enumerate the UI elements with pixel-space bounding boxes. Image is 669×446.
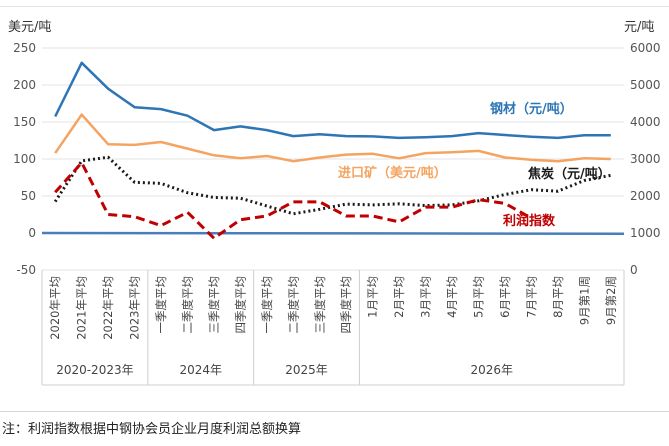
- right-tick-label: 4000: [630, 115, 661, 129]
- x-tick-label: 四季度平均: [339, 276, 353, 334]
- right-tick-label: 5000: [630, 78, 661, 92]
- footnote: 注：利润指数根据中钢协会员企业月度利润总额换算: [2, 422, 302, 437]
- x-tick-label: 一季度平均: [154, 276, 168, 334]
- zero-baseline: [41, 231, 625, 235]
- x-tick-label: 二季度平均: [181, 276, 195, 334]
- series-label-coke: 焦炭（元/吨）: [527, 166, 611, 182]
- left-axis-unit: 美元/吨: [8, 20, 52, 35]
- right-tick-label: 2000: [630, 189, 661, 203]
- series-line: [53, 155, 612, 216]
- x-tick-label: 2020年平均: [48, 276, 62, 340]
- x-tick-label: 6月平均: [498, 276, 512, 318]
- left-tick-label: 100: [13, 152, 36, 166]
- x-tick-label: 四季度平均: [233, 276, 247, 334]
- group-label: 2020-2023年: [56, 363, 133, 377]
- series-line: [54, 113, 611, 163]
- left-tick-label: 200: [13, 78, 36, 92]
- series-label-profit: 利润指数: [503, 213, 556, 229]
- x-tick-label: 5月平均: [472, 276, 486, 318]
- left-tick-label: 150: [13, 115, 36, 129]
- left-tick-label: 0: [28, 226, 36, 240]
- bottom-divider: [0, 411, 669, 412]
- right-tick-label: 3000: [630, 152, 661, 166]
- x-tick-label: 2022年平均: [101, 276, 115, 340]
- x-tick-label: 2023年平均: [128, 276, 142, 340]
- right-axis-unit: 元/吨: [624, 20, 655, 35]
- x-tick-label: 一季度平均: [260, 276, 274, 334]
- x-tick-label: 三季度平均: [313, 276, 327, 334]
- x-tick-label: 2月平均: [392, 276, 406, 318]
- group-label: 2024年: [179, 363, 222, 377]
- top-divider: [0, 6, 669, 7]
- x-tick-label: 4月平均: [445, 276, 459, 318]
- series-label-ore: 进口矿（美元/吨）: [338, 165, 447, 181]
- right-tick-label: 0: [630, 263, 638, 277]
- group-label: 2026年: [470, 363, 513, 377]
- right-tick-label: 6000: [630, 41, 661, 55]
- x-tick-label: 1月平均: [366, 276, 380, 318]
- x-tick-label: 8月平均: [551, 276, 565, 318]
- series-line: [54, 61, 611, 140]
- line-chart: -50 0 50 100 150 200 250 0 1000 2000 3000 4000 5000 6…: [13, 41, 661, 386]
- x-tick-label: 二季度平均: [286, 276, 300, 334]
- left-tick-label: 250: [13, 41, 36, 55]
- series-label-steel: 钢材（元/吨）: [490, 101, 573, 117]
- x-tick-label: 2021年平均: [75, 276, 89, 340]
- x-tick-label: 9月第2周: [604, 276, 618, 325]
- left-tick-label: 50: [21, 189, 36, 203]
- group-label: 2025年: [285, 363, 328, 377]
- right-tick-label: 1000: [630, 226, 661, 240]
- x-tick-label: 9月第1周: [577, 276, 591, 325]
- x-tick-label: 7月平均: [524, 276, 538, 318]
- left-tick-label: -50: [16, 263, 36, 277]
- x-tick-label: 3月平均: [419, 276, 433, 318]
- x-tick-label: 三季度平均: [207, 276, 221, 334]
